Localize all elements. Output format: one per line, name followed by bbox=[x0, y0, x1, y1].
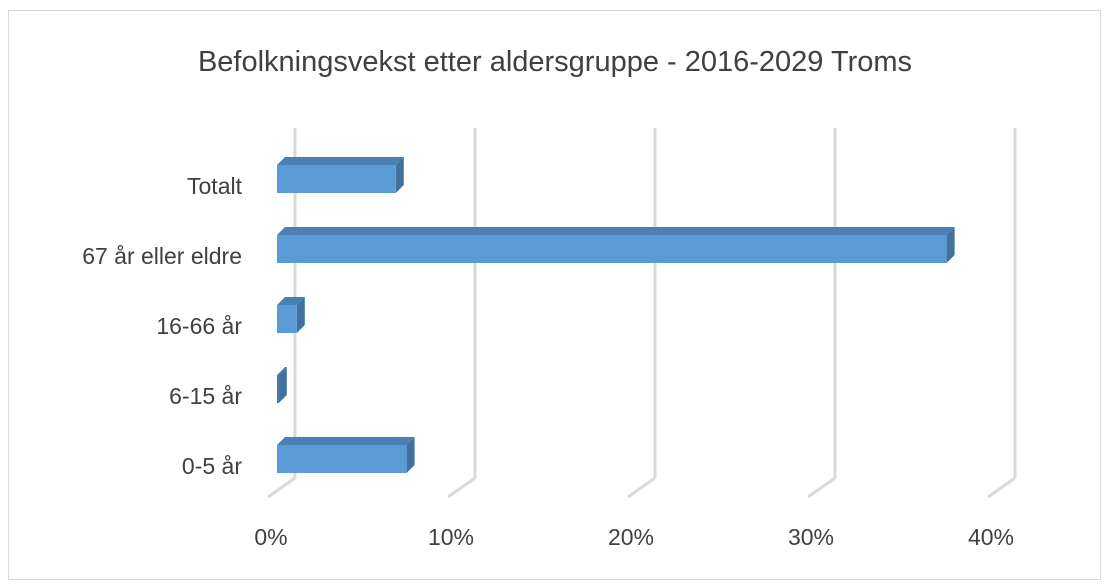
bar-top bbox=[277, 297, 305, 305]
bar-3 bbox=[277, 367, 287, 403]
x-tick-label: 0% bbox=[254, 524, 287, 550]
x-tick-label: 10% bbox=[428, 524, 474, 550]
floor-gridline-10 bbox=[447, 476, 476, 499]
floor-gridline-0 bbox=[267, 476, 296, 499]
bar-top bbox=[277, 437, 415, 445]
bar-side bbox=[395, 157, 404, 193]
x-tick-label: 40% bbox=[968, 524, 1014, 550]
bar-0 bbox=[277, 157, 404, 193]
bar-front bbox=[277, 375, 279, 403]
bar-2 bbox=[277, 297, 305, 333]
bar-side bbox=[406, 437, 415, 473]
bar-1 bbox=[277, 227, 955, 263]
bar-front bbox=[277, 165, 396, 193]
category-label: 0-5 år bbox=[182, 453, 242, 479]
bar-front bbox=[277, 445, 407, 473]
bar-side bbox=[278, 367, 287, 403]
bar-top bbox=[277, 157, 404, 165]
x-tick-label: 30% bbox=[788, 524, 834, 550]
floor-gridline-40 bbox=[987, 476, 1016, 499]
category-label: 67 år eller eldre bbox=[82, 243, 242, 269]
bar-4 bbox=[277, 437, 415, 473]
category-label: 6-15 år bbox=[169, 383, 242, 409]
floor-gridline-30 bbox=[807, 476, 836, 499]
category-label: 16-66 år bbox=[156, 313, 242, 339]
bar-front bbox=[277, 235, 947, 263]
x-tick-label: 20% bbox=[608, 524, 654, 550]
floor-gridline-20 bbox=[627, 476, 656, 499]
chart-title: Befolkningsvekst etter aldersgruppe - 20… bbox=[198, 46, 912, 78]
bar-side bbox=[946, 227, 955, 263]
labels: 0% 10% 20% 30% 40% Totalt 67 år eller eldre 16-… bbox=[82, 173, 1014, 550]
bar-top bbox=[277, 227, 955, 235]
bars bbox=[277, 157, 955, 473]
category-label: Totalt bbox=[187, 173, 243, 199]
bar-front bbox=[277, 305, 297, 333]
bar-top bbox=[277, 367, 287, 375]
bar-side bbox=[296, 297, 305, 333]
chart-frame bbox=[8, 10, 1101, 580]
